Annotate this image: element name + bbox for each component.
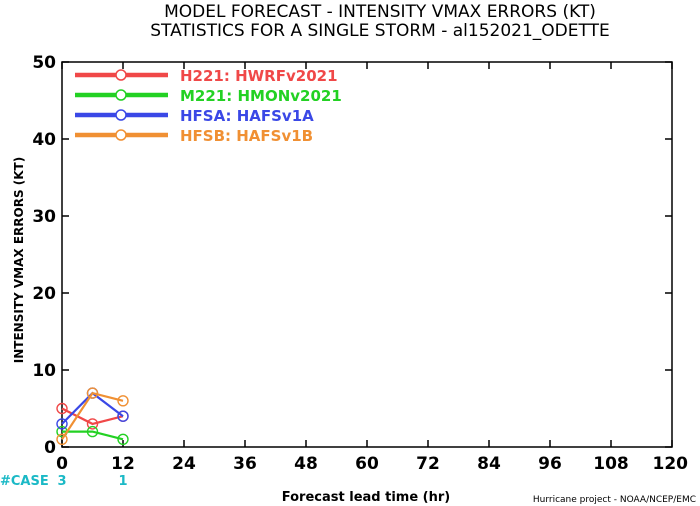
data-point bbox=[56, 433, 68, 445]
legend-marker bbox=[115, 69, 127, 81]
y-tick-label: 30 bbox=[32, 207, 56, 227]
data-point bbox=[117, 433, 129, 445]
y-tick-label: 20 bbox=[32, 284, 56, 304]
plot-frame bbox=[61, 61, 673, 448]
x-tick-label: 48 bbox=[294, 454, 318, 474]
y-tick-label: 40 bbox=[32, 130, 56, 150]
chart-subtitle: STATISTICS FOR A SINGLE STORM - al152021… bbox=[150, 21, 609, 41]
y-axis-label: INTENSITY VMAX ERRORS (KT) bbox=[12, 157, 26, 363]
x-tick-label: 120 bbox=[653, 454, 689, 474]
x-tick-label: 108 bbox=[593, 454, 629, 474]
y-axis: 0 10 20 30 40 50 bbox=[32, 53, 672, 458]
case-count: 3 bbox=[57, 474, 66, 489]
case-count: 1 bbox=[118, 474, 127, 489]
data-point bbox=[56, 418, 68, 430]
x-tick-label: 36 bbox=[233, 454, 257, 474]
legend-label: M221: HMONv2021 bbox=[180, 87, 342, 105]
y-tick-label: 10 bbox=[32, 361, 56, 381]
data-point bbox=[117, 410, 129, 422]
x-tick-label: 72 bbox=[416, 454, 440, 474]
chart-title: MODEL FORECAST - INTENSITY VMAX ERRORS (… bbox=[164, 2, 596, 22]
x-axis-label: Forecast lead time (hr) bbox=[282, 490, 450, 505]
credit-text: Hurricane project - NOAA/NCEP/EMC bbox=[533, 495, 696, 505]
legend-marker bbox=[115, 89, 127, 101]
legend: H221: HWRFv2021 M221: HMONv2021 HFSA: HAFS… bbox=[75, 67, 342, 145]
x-tick-label: 60 bbox=[355, 454, 379, 474]
y-tick-label: 50 bbox=[32, 53, 56, 73]
x-tick-label: 12 bbox=[111, 454, 135, 474]
data-point bbox=[56, 402, 68, 415]
x-tick-label: 24 bbox=[172, 454, 196, 474]
series-line bbox=[61, 391, 124, 440]
data-point bbox=[86, 387, 99, 399]
legend-label: HFSB: HAFSv1B bbox=[180, 127, 313, 145]
x-tick-label: 0 bbox=[56, 454, 68, 474]
legend-marker bbox=[115, 109, 127, 121]
x-axis: 0 12 24 36 48 60 72 84 96 108 120 bbox=[56, 62, 688, 474]
data-point bbox=[86, 418, 99, 430]
series-lines bbox=[56, 387, 129, 445]
legend-label: HFSA: HAFSv1A bbox=[180, 107, 314, 125]
x-tick-label: 84 bbox=[477, 454, 501, 474]
legend-marker bbox=[115, 129, 127, 141]
data-point bbox=[117, 395, 129, 407]
data-point bbox=[86, 425, 99, 438]
case-label: #CASE bbox=[0, 474, 49, 489]
x-tick-label: 96 bbox=[538, 454, 562, 474]
legend-label: H221: HWRFv2021 bbox=[180, 67, 338, 85]
y-tick-label: 0 bbox=[44, 438, 56, 458]
series-line bbox=[62, 430, 124, 441]
